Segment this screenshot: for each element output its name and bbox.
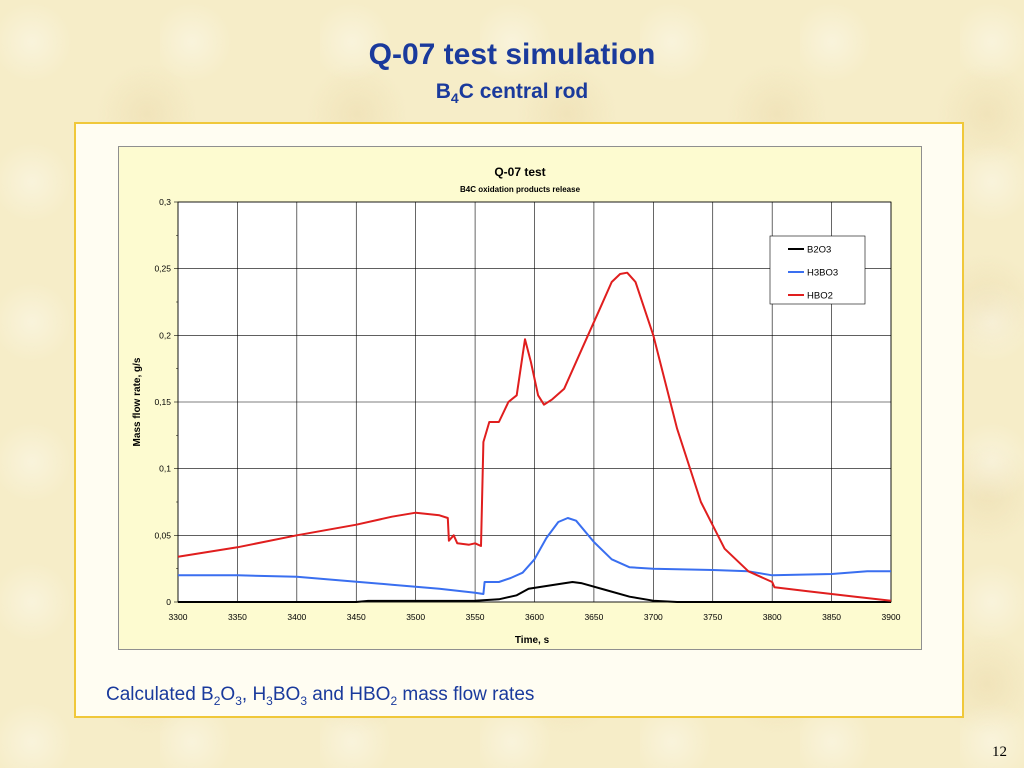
caption-subscript: 2 [213,693,221,708]
legend-box [769,235,866,305]
series-line-b2o3 [178,581,891,603]
caption-text: BO [272,684,301,705]
series-line-h3bo3 [178,517,891,595]
chart: Q-07 test B4C oxidation products release… [118,146,922,650]
x-axis-label: Time, s [515,635,550,646]
legend-label: H3BO3 [807,268,838,279]
x-tick-label: 3400 [287,612,306,622]
caption-subscript: 3 [300,693,307,708]
x-tick-label: 3850 [822,612,841,622]
slide-caption: Calculated B2O3, H3BO3 and HBO2 mass flo… [106,684,534,708]
y-tick-label: 0,15 [154,397,171,407]
caption-text: , H [241,684,267,705]
x-tick-label: 3700 [644,612,663,622]
legend-label: B2O3 [807,245,831,256]
y-axis-label: Mass flow rate, g/s [132,357,143,446]
y-tick-label: 0,25 [154,264,171,274]
x-tick-label: 3450 [347,612,366,622]
x-tick-label: 3500 [406,612,425,622]
x-tick-label: 3350 [228,612,247,622]
y-tick-label: 0,05 [154,530,171,540]
x-tick-label: 3750 [703,612,722,622]
legend-label: HBO2 [807,291,833,302]
x-tick-label: 3800 [763,612,782,622]
caption-text: mass flow rates [397,684,535,705]
subtitle-subscript: 4 [450,90,459,107]
subtitle-part: B [435,80,451,103]
x-tick-label: 3900 [882,612,901,622]
x-tick-label: 3650 [584,612,603,622]
y-tick-label: 0 [166,597,171,607]
y-tick-label: 0,2 [159,330,171,340]
series-line-hbo2 [177,271,892,602]
y-tick-label: 0,1 [159,464,171,474]
caption-subscript: 2 [390,693,398,708]
caption-text: O [220,684,236,705]
subtitle-part: C central rod [458,80,589,103]
caption-text: Calculated B [106,684,214,705]
caption-subscript: 3 [235,693,242,708]
slide-subtitle: B4C central rod [0,80,1024,106]
slide-title: Q-07 test simulation [368,38,656,71]
x-tick-label: 3600 [525,612,544,622]
x-tick-label: 3300 [169,612,188,622]
series-lines [177,271,892,603]
chart-title: Q-07 test [494,165,545,179]
legend: B2O3 H3BO3 HBO2 [769,235,866,305]
chart-subtitle: B4C oxidation products release [460,185,581,194]
page-number: 12 [992,744,1007,760]
caption-text: and HBO [307,684,391,705]
ticks: 3300 3350 3400 3450 3500 3550 3600 3650 3700 3750… [154,197,900,622]
x-tick-label: 3550 [466,612,485,622]
y-tick-label: 0,3 [159,197,171,207]
caption-subscript: 3 [266,693,273,708]
